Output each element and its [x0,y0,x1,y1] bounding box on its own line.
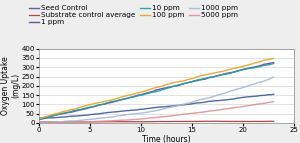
Substrate control average [272,121,275,122]
Substrate control average [174,121,177,122]
10 ppm [200,78,204,80]
Line: 1000 ppm: 1000 ppm [39,77,274,123]
10 ppm [37,118,41,120]
1000 ppm [37,122,41,123]
Substrate control average [135,121,139,123]
5000 ppm [174,115,177,116]
100 ppm [37,118,41,120]
100 ppm [131,93,135,95]
1000 ppm [174,105,177,107]
Seed Control [131,109,135,111]
10 ppm [132,96,136,98]
1 ppm [173,85,176,87]
1 ppm [76,110,80,112]
100 ppm [199,75,203,77]
10 ppm [77,109,80,111]
10 ppm [135,95,139,97]
1000 ppm [263,80,267,82]
Y-axis label: Cumulative
Oxygen Uptake
(mg/L): Cumulative Oxygen Uptake (mg/L) [0,56,20,115]
Line: 5000 ppm: 5000 ppm [39,102,274,123]
1 ppm [199,79,203,81]
Substrate control average [205,120,208,122]
Seed Control [134,109,138,111]
100 ppm [134,93,138,94]
1000 ppm [132,113,136,115]
Line: Substrate control average: Substrate control average [39,121,274,122]
Substrate control average [200,120,204,122]
100 ppm [262,59,266,61]
Substrate control average [132,121,136,123]
5000 ppm [42,122,46,124]
100 ppm [272,58,275,59]
Seed Control [76,115,80,117]
1 ppm [131,96,135,98]
1 ppm [272,62,275,63]
X-axis label: Time (hours): Time (hours) [142,135,191,143]
Seed Control [272,93,275,95]
1000 ppm [77,120,80,121]
5000 ppm [135,118,139,120]
100 ppm [76,107,80,109]
1 ppm [37,118,41,120]
Seed Control [173,105,176,107]
1 ppm [134,95,138,97]
Legend: Seed Control, Substrate control average, 1 ppm, 10 ppm, 100 ppm, 1000 ppm, 5000 : Seed Control, Substrate control average,… [28,4,240,27]
Line: 10 ppm: 10 ppm [39,63,274,119]
Seed Control [262,94,266,96]
5000 ppm [77,121,80,123]
10 ppm [38,118,42,120]
1000 ppm [135,113,139,114]
5000 ppm [132,119,136,120]
10 ppm [272,63,275,64]
Substrate control average [37,121,41,123]
Substrate control average [77,121,80,123]
10 ppm [263,64,267,66]
Substrate control average [264,121,268,122]
5000 ppm [37,122,41,124]
5000 ppm [272,101,275,103]
1000 ppm [272,76,275,78]
Substrate control average [51,121,55,123]
Seed Control [37,118,41,120]
1 ppm [262,63,266,65]
1000 ppm [200,98,204,100]
5000 ppm [200,111,204,113]
Line: Seed Control: Seed Control [39,94,274,119]
1000 ppm [39,122,43,123]
Line: 100 ppm: 100 ppm [39,58,274,119]
100 ppm [173,82,176,83]
10 ppm [174,85,177,87]
Seed Control [199,102,203,104]
5000 ppm [263,102,267,104]
Line: 1 ppm: 1 ppm [39,63,274,119]
